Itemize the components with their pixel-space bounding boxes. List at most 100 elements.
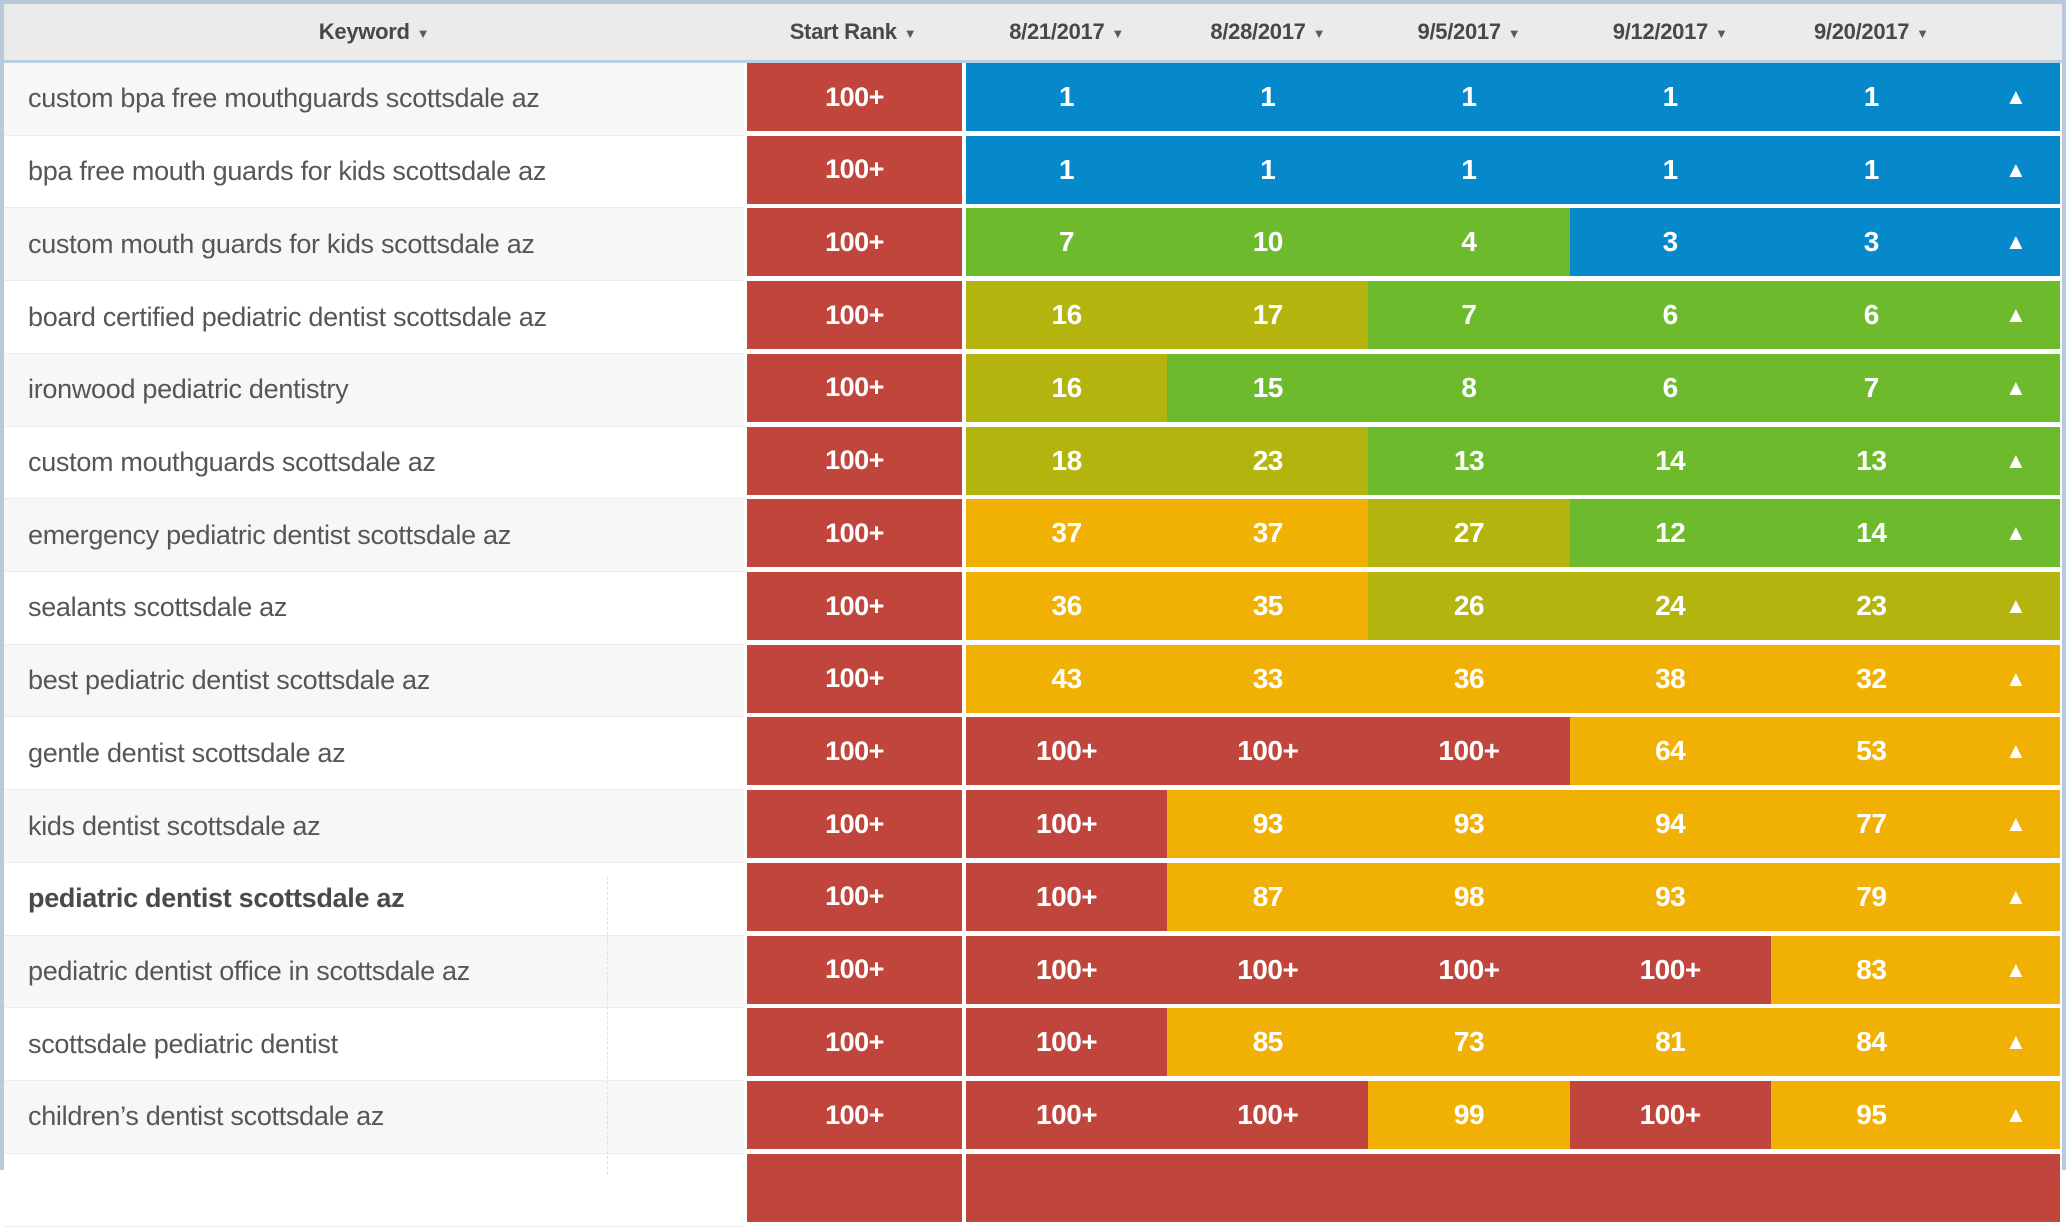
keyword-cell[interactable]: pediatric dentist scottsdale az [4, 862, 744, 936]
trend-cell: ▲ [1971, 790, 2060, 859]
rank-cell: 77 [1770, 790, 1972, 859]
keyword-label: sealants scottsdale az [28, 592, 288, 623]
sort-down-icon[interactable]: ▼ [416, 25, 430, 41]
column-gap [962, 862, 966, 931]
rank-cell: 81 [1569, 1008, 1771, 1077]
rank-cell: 24 [1569, 572, 1771, 641]
rank-cell: 83 [1770, 935, 1972, 1004]
sort-down-icon[interactable]: ▼ [1714, 25, 1728, 41]
header-date-label: 9/12/2017 [1612, 19, 1708, 44]
column-gap [962, 1081, 966, 1150]
header-date-2[interactable]: 8/28/2017 ▼ [1167, 19, 1368, 45]
table-row: custom mouthguards scottsdale az 100+ 18… [4, 426, 2062, 500]
sort-down-icon[interactable]: ▼ [1916, 25, 1929, 41]
keyword-cell[interactable]: board certified pediatric dentist scotts… [4, 281, 744, 354]
rank-cell: 93 [1167, 790, 1369, 859]
keyword-cell[interactable]: ironwood pediatric dentistry [4, 353, 744, 427]
keyword-cell[interactable]: custom mouthguards scottsdale az [4, 426, 744, 500]
rank-cell: 6 [1770, 281, 1972, 350]
rank-cell: 53 [1770, 717, 1972, 786]
header-date-1[interactable]: 8/21/2017 ▼ [966, 19, 1167, 45]
rank-cell: 6 [1569, 353, 1771, 422]
keyword-label: kids dentist scottsdale az [28, 810, 321, 841]
header-start-rank[interactable]: Start Rank ▼ [744, 19, 962, 45]
table-row: sealants scottsdale az 100+ 36 35 26 24 23 ▲ [4, 572, 2062, 645]
keyword-cell[interactable]: custom bpa free mouthguards scottsdale a… [4, 63, 744, 136]
keyword-cell[interactable]: pediatric dentist office in scottsdale a… [4, 935, 744, 1009]
keyword-cell[interactable]: kids dentist scottsdale az [4, 790, 744, 863]
keyword-cell[interactable] [4, 1153, 744, 1227]
rank-cell [1569, 1153, 1771, 1222]
column-gap [962, 644, 966, 713]
trend-cell: ▲ [1971, 426, 2060, 495]
rank-cell: 100+ [1368, 935, 1570, 1004]
rank-cell: 1 [1569, 63, 1771, 131]
sort-down-icon[interactable]: ▼ [1507, 25, 1521, 41]
rank-cell: 23 [1770, 572, 1972, 641]
table-row: kids dentist scottsdale az 100+ 100+ 93 93… [4, 790, 2062, 863]
keyword-cell[interactable]: emergency pediatric dentist scottsdale a… [4, 499, 744, 573]
trend-up-icon: ▲ [2005, 956, 2027, 982]
rank-cell: 1 [1569, 135, 1771, 204]
keyword-cell[interactable]: gentle dentist scottsdale az [4, 717, 744, 791]
trend-cell: ▲ [1971, 499, 2060, 568]
keyword-cell[interactable]: children’s dentist scottsdale az [4, 1081, 744, 1154]
keyword-label: emergency pediatric dentist scottsdale a… [28, 519, 511, 550]
column-gap [962, 572, 966, 641]
trend-up-icon: ▲ [2005, 665, 2027, 691]
header-keyword[interactable]: Keyword ▼ [4, 19, 744, 45]
rank-cell: 1 [1167, 63, 1369, 131]
header-date-3[interactable]: 9/5/2017 ▼ [1368, 19, 1569, 45]
rank-cell: 100+ [1569, 1081, 1771, 1150]
start-rank-cell: 100+ [747, 353, 962, 422]
keyword-label: pediatric dentist office in scottsdale a… [28, 955, 470, 986]
table-row: bpa free mouth guards for kids scottsdal… [4, 135, 2062, 209]
header-date-5[interactable]: 9/20/2017 ▼ [1771, 19, 1972, 45]
rank-cell [966, 1153, 1168, 1222]
trend-cell: ▲ [1971, 717, 2060, 786]
rank-cell: 7 [966, 208, 1168, 277]
rank-cell: 100+ [1167, 935, 1369, 1004]
column-gap [962, 208, 966, 277]
keyword-cell[interactable]: best pediatric dentist scottsdale az [4, 644, 744, 718]
rank-cell [1770, 1153, 1972, 1222]
table-header-row: Keyword ▼ Start Rank ▼ 8/21/2017 ▼ 8/28/… [4, 4, 2062, 63]
rank-cells: 100+ 100+ 100+ 64 53 [966, 717, 1972, 786]
rank-cell: 35 [1167, 572, 1369, 641]
start-rank-cell: 100+ [747, 426, 962, 495]
rank-cell: 100+ [1167, 1081, 1369, 1150]
rank-cell: 27 [1368, 499, 1570, 568]
header-date-4[interactable]: 9/12/2017 ▼ [1570, 19, 1771, 45]
rank-cell: 1 [966, 135, 1168, 204]
keyword-label: ironwood pediatric dentistry [28, 374, 349, 405]
keyword-cell[interactable]: scottsdale pediatric dentist [4, 1008, 744, 1082]
sort-down-icon[interactable]: ▼ [1111, 25, 1124, 41]
sort-down-icon[interactable]: ▼ [903, 25, 917, 41]
rank-cell: 100+ [966, 790, 1168, 859]
header-date-label: 8/28/2017 [1210, 19, 1306, 44]
keyword-cell[interactable]: bpa free mouth guards for kids scottsdal… [4, 135, 744, 209]
rank-cell: 23 [1167, 426, 1369, 495]
rank-cell: 15 [1167, 353, 1369, 422]
start-rank-cell: 100+ [747, 717, 962, 786]
table-row: pediatric dentist scottsdale az 100+ 100… [4, 862, 2062, 936]
rank-cell: 79 [1770, 862, 1972, 931]
rank-cell: 10 [1167, 208, 1369, 277]
rank-cell: 7 [1368, 281, 1570, 350]
rank-cell: 33 [1167, 644, 1369, 713]
rank-cell: 37 [1167, 499, 1369, 568]
table-row: pediatric dentist office in scottsdale a… [4, 935, 2062, 1009]
rank-cells: 100+ 93 93 94 77 [966, 790, 1972, 859]
rank-cells: 7 10 4 3 3 [966, 208, 1972, 277]
trend-up-icon: ▲ [2005, 156, 2027, 182]
keyword-label: best pediatric dentist scottsdale az [28, 665, 430, 696]
trend-up-icon: ▲ [2005, 374, 2027, 400]
table-row [4, 1153, 2062, 1227]
rank-cell: 12 [1569, 499, 1771, 568]
sort-down-icon[interactable]: ▼ [1312, 25, 1326, 41]
keyword-cell[interactable]: sealants scottsdale az [4, 572, 744, 645]
keyword-cell[interactable]: custom mouth guards for kids scottsdale … [4, 208, 744, 282]
keyword-label: custom mouthguards scottsdale az [28, 446, 436, 477]
